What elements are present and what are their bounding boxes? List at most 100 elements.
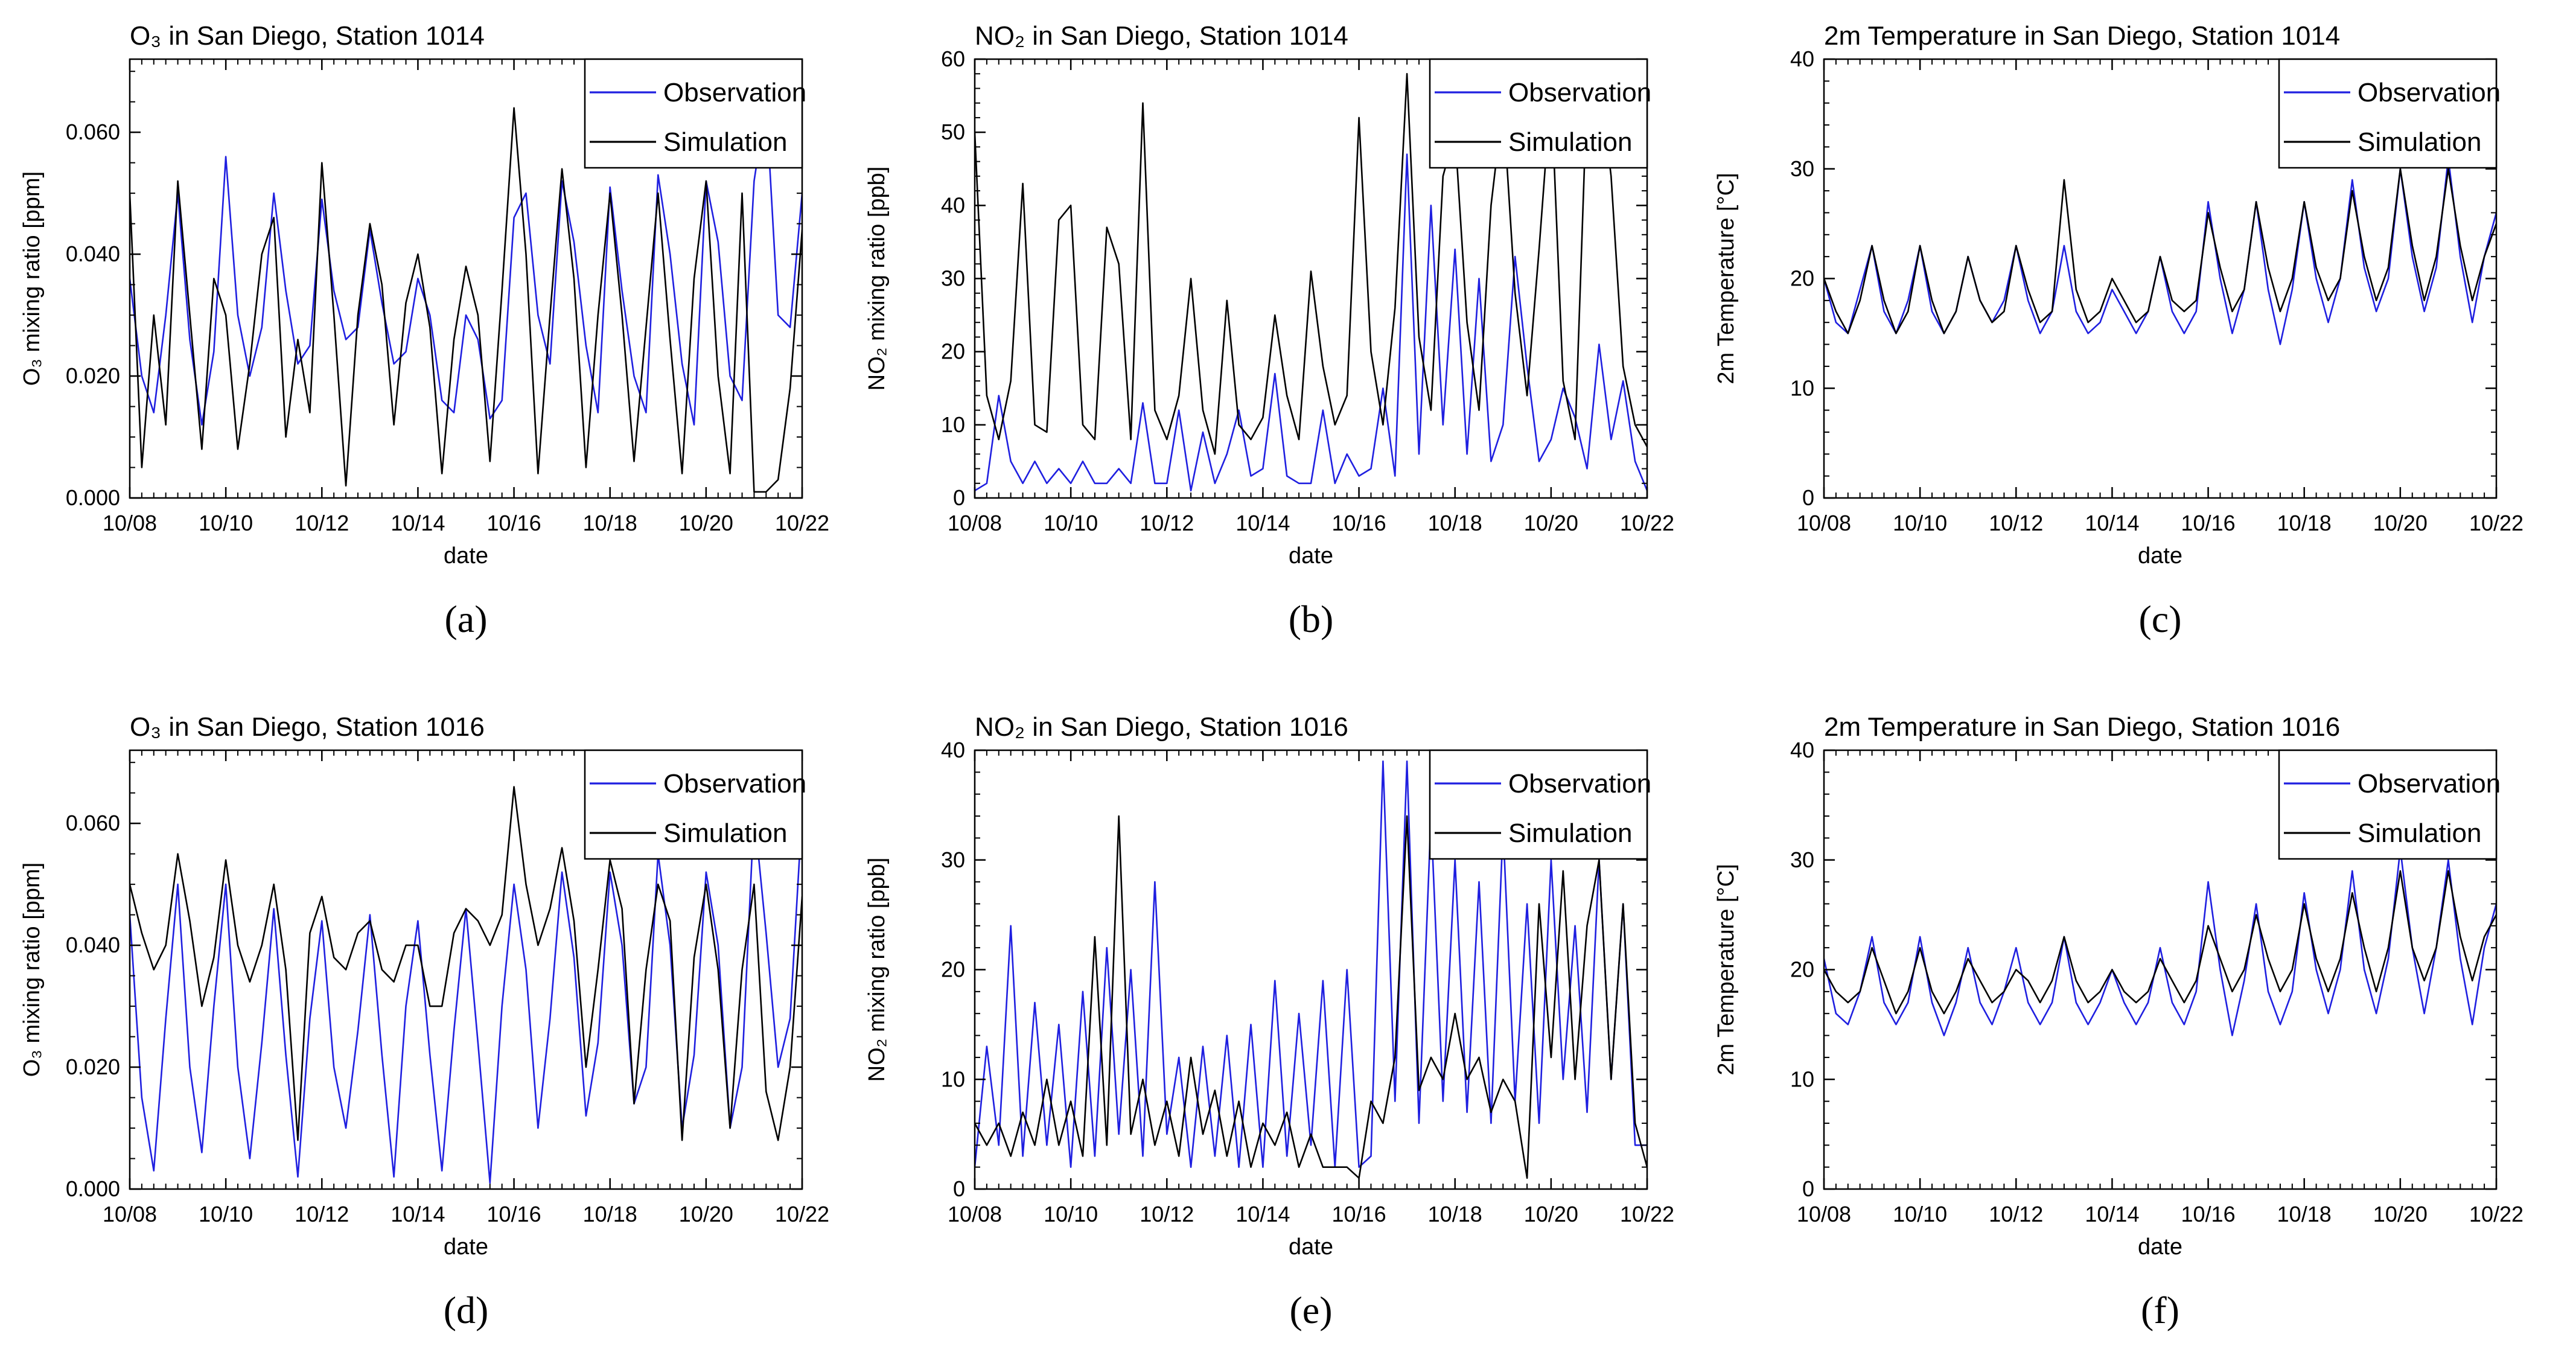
y-axis-label: 2m Temperature [°C] [1714, 173, 1739, 384]
x-tick-label: 10/20 [679, 1202, 733, 1226]
chart-caption: (a) [444, 598, 487, 640]
x-tick-label: 10/10 [1044, 511, 1098, 535]
x-tick-label: 10/14 [1235, 511, 1290, 535]
x-tick-label: 10/14 [2085, 511, 2139, 535]
legend-box [584, 58, 803, 169]
x-tick-label: 10/20 [2373, 511, 2428, 535]
legend-label-observation: Observation [1508, 78, 1651, 107]
chart-caption: (c) [2138, 598, 2181, 640]
x-tick-label: 10/20 [1524, 511, 1578, 535]
x-tick-label: 10/20 [679, 511, 733, 535]
chart-e: NO₂ in San Diego, Station 1016 10/08 10/10… [864, 712, 1674, 1331]
y-tick-label: 10 [1790, 375, 1814, 400]
x-tick-label: 10/08 [103, 511, 157, 535]
x-tick-label: 10/22 [1620, 1202, 1674, 1226]
y-tick-label: 10 [941, 412, 965, 437]
y-tick-label: 0.020 [66, 1054, 120, 1079]
legend-box [584, 749, 803, 860]
x-tick-label: 10/16 [487, 511, 541, 535]
x-tick-label: 10/14 [2085, 1202, 2139, 1226]
legend-label-observation: Observation [663, 78, 806, 107]
legend-label-simulation: Simulation [2358, 127, 2481, 157]
x-tick-label: 10/10 [199, 1202, 253, 1226]
x-tick-label: 10/14 [391, 511, 445, 535]
y-tick-label: 40 [1790, 46, 1814, 71]
x-tick-label: 10/08 [1797, 1202, 1851, 1226]
chart-caption: (d) [444, 1289, 489, 1331]
x-tick-label: 10/10 [1893, 1202, 1947, 1226]
legend-label-observation: Observation [663, 769, 806, 799]
y-tick-label: 40 [941, 738, 965, 762]
y-tick-label: 0 [1802, 485, 1814, 510]
x-tick-label: 10/22 [2469, 1202, 2523, 1226]
x-tick-label: 10/22 [775, 1202, 829, 1226]
x-tick-label: 10/12 [295, 1202, 349, 1226]
y-tick-label: 10 [1790, 1067, 1814, 1091]
y-tick-label: 20 [1790, 266, 1814, 291]
series-line-simulation [1824, 168, 2496, 334]
y-tick-label: 0.040 [66, 241, 120, 266]
x-axis-label: date [444, 1234, 488, 1260]
x-axis-label: date [444, 543, 488, 569]
x-tick-label: 10/08 [103, 1202, 157, 1226]
y-tick-label: 30 [1790, 156, 1814, 181]
series-line-simulation [130, 786, 802, 1141]
y-tick-label: 20 [941, 957, 965, 982]
x-axis-label: date [2138, 1234, 2182, 1260]
chart-title: O₃ in San Diego, Station 1014 [130, 21, 485, 51]
chart-title: 2m Temperature in San Diego, Station 101… [1824, 21, 2340, 51]
x-tick-label: 10/18 [583, 511, 637, 535]
chart-title: O₃ in San Diego, Station 1016 [130, 712, 485, 742]
series-line-simulation [130, 107, 802, 493]
chart-title: NO₂ in San Diego, Station 1016 [975, 712, 1348, 742]
x-tick-label: 10/10 [1044, 1202, 1098, 1226]
x-tick-label: 10/12 [1989, 511, 2043, 535]
x-tick-label: 10/18 [583, 1202, 637, 1226]
y-tick-label: 40 [941, 193, 965, 217]
chart-a: O₃ in San Diego, Station 1014 10/08 10/10 1… [19, 21, 829, 640]
y-tick-label: 60 [941, 46, 965, 71]
series-line-simulation [975, 72, 1647, 455]
x-axis-label: date [1289, 1234, 1333, 1260]
x-axis-label: date [1289, 543, 1333, 569]
chart-f: 2m Temperature in San Diego, Station 101… [1714, 712, 2523, 1331]
series-line-observation [1824, 848, 2496, 1036]
x-tick-label: 10/22 [2469, 511, 2523, 535]
y-tick-label: 0 [953, 485, 965, 510]
y-tick-label: 0.060 [66, 120, 120, 144]
legend-label-observation: Observation [1508, 769, 1651, 799]
chart-caption: (b) [1289, 598, 1334, 640]
x-tick-label: 10/16 [1332, 511, 1386, 535]
y-tick-label: 40 [1790, 738, 1814, 762]
y-tick-label: 20 [1790, 957, 1814, 982]
y-tick-label: 20 [941, 339, 965, 364]
y-axis-label: 2m Temperature [°C] [1714, 864, 1739, 1075]
legend-label-simulation: Simulation [2358, 818, 2481, 848]
legend-label-simulation: Simulation [1508, 818, 1632, 848]
legend-label-observation: Observation [2358, 78, 2501, 107]
legend-label-simulation: Simulation [1508, 127, 1632, 157]
y-axis-label: NO₂ mixing ratio [ppb] [864, 167, 890, 391]
x-tick-label: 10/20 [2373, 1202, 2428, 1226]
y-tick-label: 30 [941, 266, 965, 291]
legend-box [2278, 749, 2498, 860]
y-tick-label: 0 [953, 1176, 965, 1201]
chart-caption: (e) [1289, 1289, 1332, 1331]
chart-title: NO₂ in San Diego, Station 1014 [975, 21, 1348, 51]
y-axis-label: O₃ mixing ratio [ppm] [19, 171, 45, 386]
x-tick-label: 10/18 [2277, 1202, 2332, 1226]
legend-label-simulation: Simulation [663, 127, 787, 157]
x-tick-label: 10/16 [2181, 511, 2236, 535]
x-tick-label: 10/16 [2181, 1202, 2236, 1226]
x-tick-label: 10/18 [1428, 511, 1482, 535]
series-line-observation [975, 153, 1647, 492]
x-tick-label: 10/12 [1140, 511, 1194, 535]
y-tick-label: 0.000 [66, 1176, 120, 1201]
chart-title: 2m Temperature in San Diego, Station 101… [1824, 712, 2340, 742]
x-tick-label: 10/22 [775, 511, 829, 535]
x-tick-label: 10/08 [948, 1202, 1002, 1226]
x-tick-label: 10/16 [487, 1202, 541, 1226]
x-tick-label: 10/14 [391, 1202, 445, 1226]
